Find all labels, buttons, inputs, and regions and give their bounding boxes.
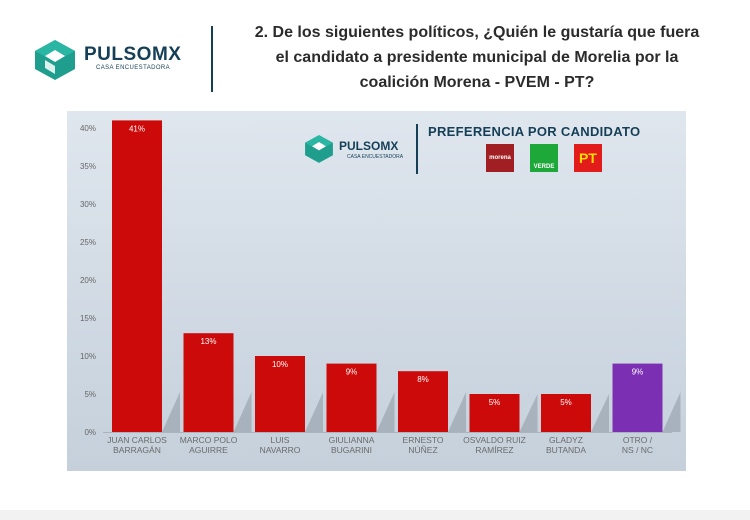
bar-value-label: 8%	[417, 375, 429, 384]
bar-value-label: 41%	[129, 124, 145, 133]
bar-value-label: 13%	[200, 337, 216, 346]
bar-value-label: 9%	[346, 368, 358, 377]
x-tick-label: JUAN CARLOS	[107, 435, 167, 445]
question-text: 2. De los siguientes políticos, ¿Quién l…	[232, 20, 722, 95]
y-tick-label: 10%	[80, 352, 96, 361]
bar-shadow	[448, 392, 466, 432]
verde-party-logo: VERDE	[530, 144, 558, 172]
bottom-strip	[0, 510, 750, 520]
x-tick-label: NS / NC	[622, 445, 653, 455]
bar	[326, 363, 377, 432]
x-tick-label: OTRO /	[623, 435, 653, 445]
x-tick-label: NAVARRO	[260, 445, 301, 455]
bar-shadow	[591, 394, 609, 432]
bar	[541, 394, 591, 432]
x-tick-label: GLADYZ	[549, 435, 583, 445]
bar	[112, 120, 162, 433]
y-tick-label: 30%	[80, 200, 96, 209]
bar	[398, 371, 448, 432]
x-tick-label: GIULIANNA	[329, 435, 375, 445]
bar-shadow	[233, 392, 252, 432]
bar-value-label: 5%	[560, 398, 572, 407]
bar	[255, 356, 305, 432]
pt-party-logo: PT	[574, 144, 602, 172]
y-tick-label: 5%	[84, 390, 96, 399]
x-tick-label: MARCO POLO	[180, 435, 238, 445]
panel-logo: PULSOMX CASA ENCUESTADORA	[303, 133, 413, 167]
bar-value-label: 9%	[632, 368, 644, 377]
bar-shadow	[162, 392, 180, 432]
y-tick-label: 0%	[84, 428, 96, 437]
bar	[183, 333, 234, 432]
chart-title: PREFERENCIA POR CANDIDATO	[428, 124, 641, 139]
bar	[612, 363, 663, 432]
bar-value-label: 5%	[489, 398, 501, 407]
pulsomx-logo-icon	[35, 40, 75, 80]
panel-divider	[416, 124, 418, 174]
pulsomx-logo-icon	[305, 135, 333, 163]
x-tick-label: LUIS	[271, 435, 290, 445]
x-tick-label: BARRAGÁN	[113, 445, 161, 455]
brand-subtitle: CASA ENCUESTADORA	[96, 65, 171, 71]
bar	[469, 394, 520, 432]
bar-value-label: 10%	[272, 360, 288, 369]
bar-shadow	[519, 394, 538, 432]
header-divider	[211, 26, 213, 92]
x-tick-label: BUTANDA	[546, 445, 586, 455]
x-tick-label: RAMÍREZ	[475, 445, 513, 455]
y-tick-label: 15%	[80, 314, 96, 323]
x-tick-label: OSVALDO RUIZ	[463, 435, 526, 445]
question-line: el candidato a presidente municipal de M…	[275, 49, 679, 66]
question-line: coalición Morena - PVEM - PT?	[359, 74, 595, 91]
panel-brand-name: PULSOMX	[339, 139, 399, 153]
bar-shadow	[662, 392, 681, 432]
bar-shadow	[376, 392, 395, 432]
x-tick-label: ERNESTO	[403, 435, 444, 445]
y-tick-label: 25%	[80, 238, 96, 247]
x-tick-label: NÚÑEZ	[408, 445, 437, 455]
bar-shadow	[305, 392, 323, 432]
brand-name: PULSOMX	[84, 44, 182, 65]
y-tick-label: 40%	[80, 124, 96, 133]
panel-brand-subtitle: CASA ENCUESTADORA	[347, 154, 404, 160]
morena-party-logo: morena	[486, 144, 514, 172]
x-tick-label: BUGARINI	[331, 445, 372, 455]
pulsomx-logo: PULSOMX CASA ENCUESTADORA	[32, 38, 192, 82]
question-line: 2. De los siguientes políticos, ¿Quién l…	[254, 24, 700, 41]
x-tick-label: AGUIRRE	[189, 445, 228, 455]
y-tick-label: 20%	[80, 276, 96, 285]
y-tick-label: 35%	[80, 162, 96, 171]
verde-label: VERDE	[533, 164, 555, 170]
